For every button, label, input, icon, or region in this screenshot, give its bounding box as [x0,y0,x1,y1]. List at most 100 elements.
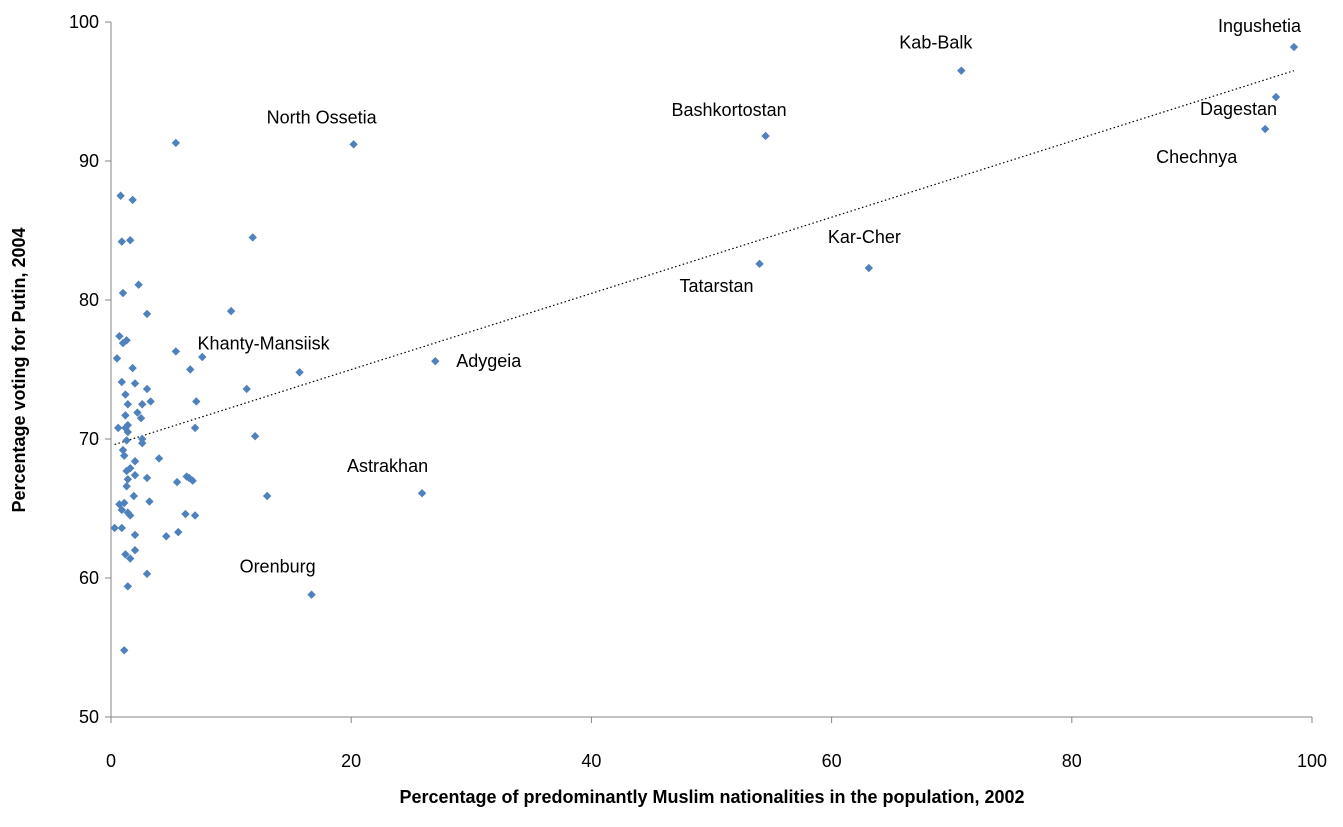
data-point [172,477,182,487]
x-ticks: 0 20 40 60 80 100 [106,717,1327,771]
annotation-label: Orenburg [240,557,316,577]
y-axis-title: Percentage voting for Putin, 2004 [9,227,29,512]
data-point [1260,124,1270,134]
annotation-label: Khanty-Mansiisk [198,333,331,353]
y-tick-label: 70 [79,429,99,449]
data-point [171,138,181,148]
data-point [121,550,130,559]
data-point [118,338,128,348]
data-point [118,445,128,455]
data-point [117,377,127,387]
x-tick-label: 0 [106,751,116,771]
data-point [116,191,125,200]
data-point [181,509,190,519]
x-axis-title: Percentage of predominantly Muslim natio… [399,787,1024,807]
data-point [248,233,257,242]
data-point [262,491,272,501]
data-point [134,280,143,289]
data-point [115,500,124,509]
annotation-label: Adygeia [456,351,522,371]
annotation-label: Dagestan [1200,99,1277,119]
data-point [145,497,154,506]
data-point [129,491,139,501]
annotation-label: Tatarstan [680,276,754,296]
data-point [126,554,135,563]
data-point [122,482,131,491]
y-tick-label: 60 [79,568,99,588]
data-point [117,523,127,533]
data-point [130,530,140,540]
data-point [138,400,147,409]
data-point [174,527,183,537]
data-point [123,400,133,409]
data-point [123,475,133,484]
data-point [128,363,137,373]
data-point [190,423,200,433]
data-point [142,384,152,394]
y-tick-label: 50 [79,707,99,727]
data-point [122,466,131,476]
data-point [126,511,135,520]
point-annotations: Ingushetia Kab-Balk Dagestan Chechnya Bashko… [198,16,1302,577]
data-point [1271,92,1281,102]
data-points [110,42,1299,655]
y-tick-label: 80 [79,290,99,310]
data-point [250,432,260,441]
x-tick-label: 60 [822,751,842,771]
data-point [307,590,316,599]
data-point [130,546,140,555]
data-point [123,427,133,437]
data-point [133,408,142,417]
axes [110,22,1312,718]
x-tick-label: 20 [341,751,361,771]
data-point [126,236,135,245]
data-point [190,511,200,520]
data-point [122,436,131,445]
data-point [112,354,122,363]
y-ticks: 50 60 70 80 90 100 [69,12,111,727]
data-point [121,390,130,399]
data-point [115,331,124,341]
data-point [192,397,201,406]
data-point [142,569,152,579]
data-point [242,384,251,394]
data-point [142,473,152,483]
data-point [130,457,140,466]
data-point [188,476,197,485]
annotation-label: Kar-Cher [828,227,901,247]
data-point [171,347,181,356]
data-point [142,309,152,319]
data-point [755,259,764,269]
data-point [121,411,130,420]
data-point [1289,42,1299,52]
x-tick-label: 100 [1297,751,1327,771]
data-point [295,368,304,377]
data-point [120,451,129,460]
y-tick-label: 100 [69,12,99,32]
data-point [136,413,146,423]
data-point [128,195,137,205]
data-point [126,463,135,473]
y-tick-label: 90 [79,151,99,171]
data-point [154,454,164,463]
data-point [110,523,119,533]
annotation-label: Kab-Balk [899,33,973,53]
data-point [117,505,127,515]
x-tick-label: 40 [581,751,601,771]
data-point [146,397,155,406]
annotation-label: Astrakhan [347,456,428,476]
data-point [118,288,128,298]
data-point [130,470,140,480]
data-point [117,237,127,246]
data-point [162,532,171,541]
data-point [130,379,140,388]
annotation-label: Chechnya [1156,147,1238,167]
data-point [957,66,966,75]
annotation-label: Bashkortostan [672,100,787,120]
data-point [226,306,236,316]
data-point [864,263,874,273]
data-point [349,140,358,149]
x-tick-label: 80 [1062,751,1082,771]
annotation-label: North Ossetia [267,107,378,127]
